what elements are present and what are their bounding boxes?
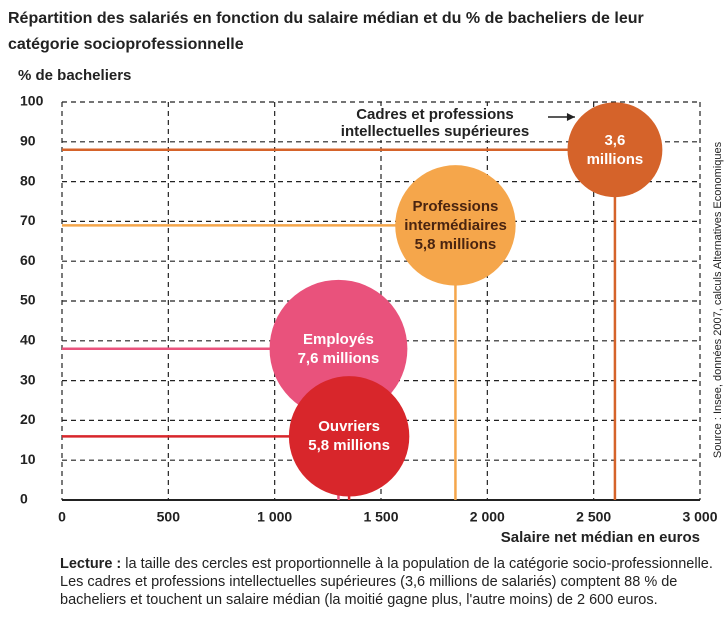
bubble-text: Employés [303,330,374,348]
y-tick-label: 80 [20,172,36,188]
bubble-label: Employés 7,6 millions [270,280,408,418]
y-tick-label: 30 [20,371,36,387]
x-tick-label: 2 500 [576,509,611,525]
y-tick-label: 20 [20,411,36,427]
bubble-label: Professions intermédiaires 5,8 millions [395,165,515,285]
bubble [567,102,663,198]
caption: Lecture : la taille des cercles est prop… [60,555,720,609]
y-axis-label: % de bacheliers [18,67,131,84]
annotation-box: Cadres et professions intellectuelles su… [330,106,540,140]
y-tick-label: 100 [20,93,44,109]
x-axis-label: Salaire net médian en euros [501,529,700,546]
x-tick-label: 1 500 [363,509,398,525]
y-tick-label: 40 [20,332,36,348]
bubble-label: 3,6 millions [567,102,662,197]
bubble-text: Professions intermédiaires [404,197,507,234]
y-tick-label: 50 [20,292,36,308]
bubble [288,376,410,497]
y-tick-label: 0 [20,491,28,507]
bubble-text: 5,8 millions [414,235,497,253]
chart: % de bacheliers Salaire net médian en eu… [18,67,724,546]
bubble-text: 3,6 millions [586,131,644,168]
x-tick-label: 1 000 [257,509,292,525]
x-tick-label: 2 000 [470,509,505,525]
y-tick-label: 90 [20,133,36,149]
annotation: Cadres et professions intellectuelles su… [330,106,540,140]
caption-text: la taille des cercles est proportionnell… [60,556,713,608]
caption-label: Lecture : [60,556,122,572]
y-tick-label: 60 [20,252,36,268]
x-tick-label: 3 000 [682,509,717,525]
bubble [395,165,516,286]
y-tick-label: 70 [20,212,36,228]
y-tick-label: 10 [20,451,36,467]
bubble-text: 7,6 millions [297,349,380,367]
annotation-arrowhead [566,113,575,121]
source: Source : Insee, données 2007, calculs Al… [712,141,724,458]
x-tick-label: 500 [157,509,181,525]
chart-title: Répartition des salariés en fonction du … [8,10,644,53]
x-tick-label: 0 [58,509,66,525]
bubble-text: Ouvriers [318,418,380,436]
bubble-label: Ouvriers 5,8 millions [289,376,409,496]
bubble-text: 5,8 millions [308,437,390,455]
bubble-label-box: 3,6 millions [567,102,662,197]
